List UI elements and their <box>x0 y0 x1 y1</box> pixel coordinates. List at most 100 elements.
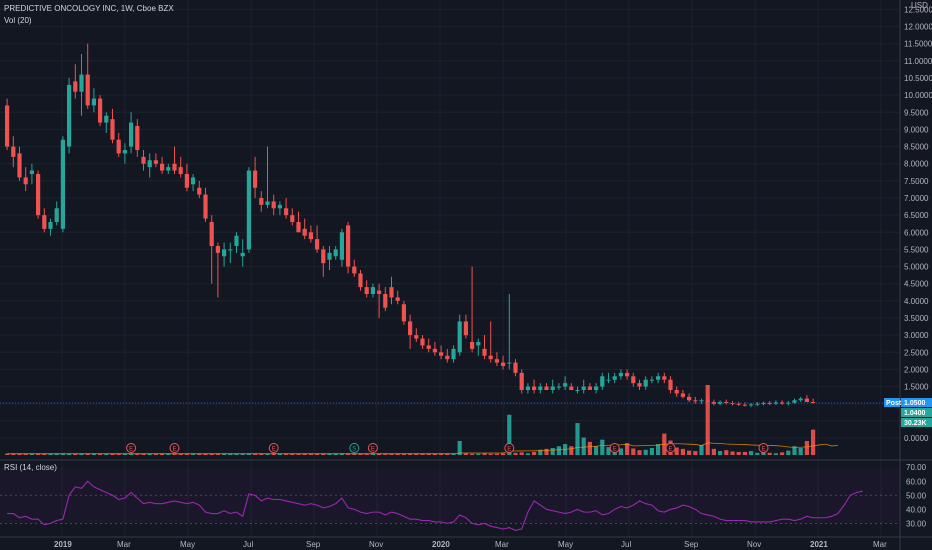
candle[interactable] <box>662 372 667 384</box>
candle[interactable] <box>364 280 369 298</box>
candle[interactable] <box>451 345 456 363</box>
candle[interactable] <box>395 290 400 305</box>
candle[interactable] <box>705 396 710 405</box>
candle[interactable] <box>110 108 115 144</box>
candle[interactable] <box>377 283 382 318</box>
currency-label[interactable]: USD <box>911 1 928 10</box>
candle[interactable] <box>147 153 152 178</box>
time-axis[interactable]: 2019 Mar May Jul Sep Nov 2020 Mar May Jul Sep Nov 20… <box>54 540 887 549</box>
candle[interactable] <box>569 383 574 390</box>
rsi-indicator-label[interactable]: RSI (14, close) <box>4 463 57 472</box>
candle[interactable] <box>755 402 760 407</box>
candle[interactable] <box>284 198 289 219</box>
candle[interactable] <box>649 376 654 384</box>
rsi-pane[interactable] <box>0 467 900 531</box>
candle[interactable] <box>798 396 803 402</box>
candle[interactable] <box>581 379 586 394</box>
symbol-title[interactable]: PREDICTIVE ONCOLOGY INC, 1W, Cboe BZX <box>4 4 174 13</box>
candle[interactable] <box>401 300 406 325</box>
candle[interactable] <box>315 225 320 253</box>
candle[interactable] <box>699 398 704 404</box>
candle[interactable] <box>370 283 375 298</box>
candle[interactable] <box>625 369 630 380</box>
candle[interactable] <box>488 321 493 363</box>
candle[interactable] <box>736 401 741 406</box>
candle[interactable] <box>203 187 208 222</box>
candle[interactable] <box>85 43 90 109</box>
candle[interactable] <box>786 400 791 406</box>
candle[interactable] <box>532 379 537 394</box>
candle[interactable] <box>631 372 636 387</box>
candle[interactable] <box>246 167 251 253</box>
candle[interactable] <box>253 156 258 198</box>
event-marker[interactable]: E <box>758 443 769 453</box>
candle[interactable] <box>550 379 555 394</box>
candle[interactable] <box>476 338 481 356</box>
candle[interactable] <box>414 328 419 342</box>
candle[interactable] <box>228 242 233 264</box>
candle[interactable] <box>36 170 41 219</box>
candle[interactable] <box>470 266 475 353</box>
candle[interactable] <box>178 156 183 178</box>
candle[interactable] <box>575 386 580 394</box>
candle[interactable] <box>48 218 53 236</box>
candle[interactable] <box>222 242 227 267</box>
candle[interactable] <box>29 163 34 185</box>
candle[interactable] <box>587 383 592 390</box>
candle[interactable] <box>209 215 214 284</box>
candle[interactable] <box>507 294 512 370</box>
candle[interactable] <box>482 335 487 360</box>
candle[interactable] <box>780 400 785 405</box>
candle[interactable] <box>358 270 363 291</box>
candle[interactable] <box>259 191 264 212</box>
candle[interactable] <box>563 376 568 390</box>
candle[interactable] <box>153 153 158 168</box>
candle[interactable] <box>135 119 140 157</box>
candle[interactable] <box>643 376 648 390</box>
candle[interactable] <box>271 194 276 216</box>
event-marker[interactable]: E <box>169 443 180 453</box>
candle[interactable] <box>389 276 394 305</box>
candle[interactable] <box>761 401 766 406</box>
candle[interactable] <box>197 180 202 198</box>
candle[interactable] <box>383 287 388 312</box>
candle[interactable] <box>141 150 146 171</box>
candle[interactable] <box>445 348 450 363</box>
candle[interactable] <box>42 208 47 233</box>
candle[interactable] <box>439 345 444 360</box>
candle[interactable] <box>191 174 196 192</box>
candle[interactable] <box>525 383 530 394</box>
event-marker[interactable]: E <box>268 443 279 453</box>
candle[interactable] <box>60 136 65 233</box>
event-marker[interactable]: E <box>665 443 676 453</box>
candle[interactable] <box>680 390 685 399</box>
candle[interactable] <box>122 143 127 164</box>
candle[interactable] <box>637 379 642 390</box>
event-marker[interactable]: E <box>609 443 620 453</box>
event-marker[interactable]: S <box>349 443 360 453</box>
candle[interactable] <box>463 314 468 339</box>
candle[interactable] <box>79 54 84 116</box>
candle[interactable] <box>408 314 413 349</box>
candle[interactable] <box>172 146 177 174</box>
candle[interactable] <box>73 64 78 99</box>
candle[interactable] <box>606 372 611 384</box>
candle[interactable] <box>792 398 797 404</box>
candle[interactable] <box>687 393 692 402</box>
candle[interactable] <box>308 225 313 243</box>
candle[interactable] <box>556 383 561 390</box>
event-marker[interactable]: E <box>367 443 378 453</box>
candle[interactable] <box>594 383 599 394</box>
candle[interactable] <box>296 211 301 233</box>
candle[interactable] <box>773 400 778 406</box>
candle[interactable] <box>501 355 506 370</box>
candle[interactable] <box>804 395 809 402</box>
candle[interactable] <box>494 352 499 366</box>
candle[interactable] <box>693 396 698 404</box>
candle[interactable] <box>5 98 10 150</box>
candle[interactable] <box>749 403 754 408</box>
candle[interactable] <box>420 335 425 349</box>
candle[interactable] <box>538 383 543 394</box>
candle[interactable] <box>54 201 59 226</box>
